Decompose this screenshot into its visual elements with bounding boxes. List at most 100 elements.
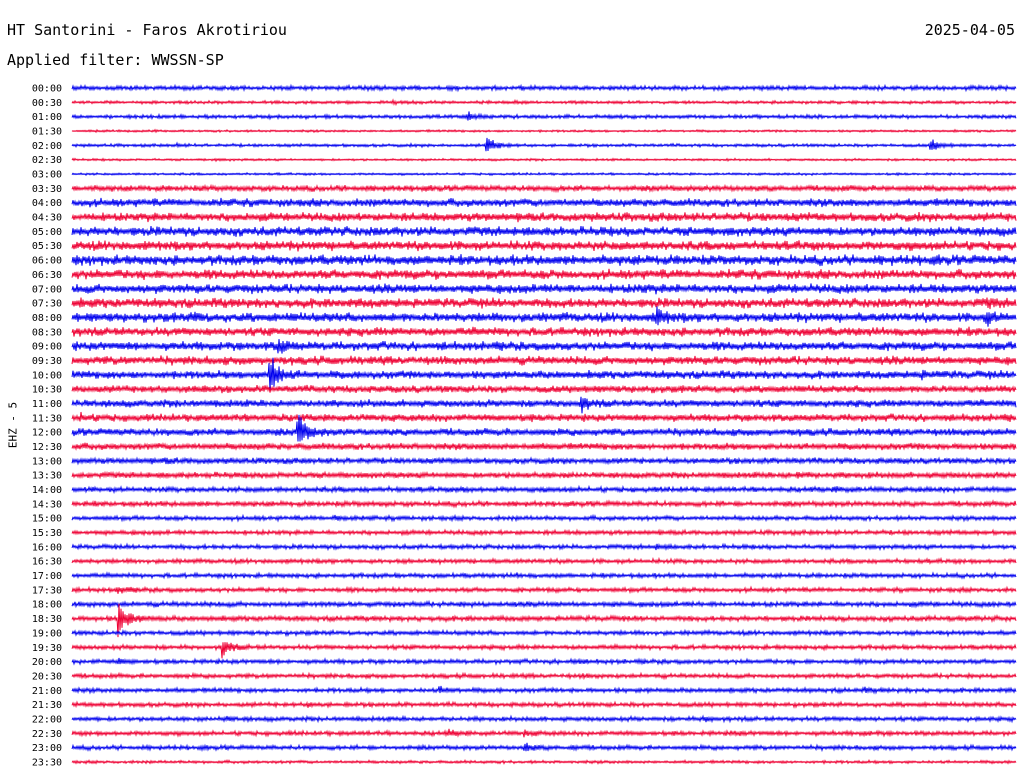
trace-line-0500: [71, 226, 1017, 237]
trace-line-0330: [71, 183, 1017, 194]
trace-line-1930: [71, 642, 1017, 659]
trace-line-2130: [71, 700, 1017, 710]
trace-line-1500: [71, 513, 1017, 523]
time-tick-label: 14:00: [32, 485, 62, 496]
trace-line-2300: [71, 742, 1017, 753]
trace-line-2230: [71, 728, 1017, 738]
time-tick-label: 15:30: [32, 528, 62, 539]
time-tick-label: 08:00: [32, 313, 62, 324]
filter-label: Applied filter: WWSSN-SP: [7, 51, 224, 69]
trace-line-1900: [71, 628, 1017, 638]
date-label: 2025-04-05: [924, 21, 1015, 39]
trace-line-0100: [71, 111, 1017, 121]
time-tick-label: 16:00: [32, 542, 62, 553]
trace-line-1530: [71, 528, 1017, 537]
time-tick-label: 05:30: [32, 241, 62, 252]
time-tick-label: 21:00: [32, 686, 62, 697]
station-title: HT Santorini - Faros Akrotiriou: [7, 21, 287, 39]
time-tick-label: 22:30: [32, 729, 62, 740]
time-tick-label: 04:00: [32, 198, 62, 209]
time-tick-label: 18:00: [32, 600, 62, 611]
time-tick-label: 04:30: [32, 213, 62, 224]
time-tick-label: 03:30: [32, 184, 62, 195]
trace-line-0130: [71, 128, 1017, 134]
time-tick-label: 19:00: [32, 628, 62, 639]
time-tick-label: 09:00: [32, 342, 62, 353]
time-tick-label: 02:30: [32, 155, 62, 166]
time-tick-label: 07:00: [32, 284, 62, 295]
time-tick-label: 13:30: [32, 471, 62, 482]
time-tick-label: 14:30: [32, 499, 62, 510]
time-tick-label: 09:30: [32, 356, 62, 367]
time-tick-label: 21:30: [32, 700, 62, 711]
trace-line-2200: [71, 714, 1017, 724]
time-tick-label: 22:00: [32, 714, 62, 725]
time-tick-label: 03:00: [32, 170, 62, 181]
trace-line-0300: [71, 171, 1017, 177]
trace-line-0700: [71, 283, 1017, 295]
trace-line-1200: [71, 414, 1017, 442]
time-tick-label: 02:00: [32, 141, 62, 152]
trace-line-0830: [71, 326, 1017, 337]
time-tick-label: 23:00: [32, 743, 62, 754]
trace-line-1830: [71, 603, 1017, 638]
time-tick-label: 17:00: [32, 571, 62, 582]
trace-line-0600: [71, 254, 1017, 267]
time-tick-label: 05:00: [32, 227, 62, 238]
trace-line-0000: [71, 83, 1017, 93]
trace-line-1700: [71, 571, 1017, 580]
time-tick-label: 12:30: [32, 442, 62, 453]
time-tick-label: 01:00: [32, 112, 62, 123]
trace-line-0530: [71, 240, 1017, 252]
trace-line-1400: [71, 484, 1017, 495]
time-tick-label: 17:30: [32, 585, 62, 596]
time-tick-label: 10:00: [32, 370, 62, 381]
time-tick-label: 18:30: [32, 614, 62, 625]
trace-line-2100: [71, 685, 1017, 695]
trace-line-0430: [71, 211, 1017, 223]
trace-line-1600: [71, 542, 1017, 552]
time-tick-label: 06:00: [32, 256, 62, 267]
trace-line-2330: [71, 758, 1017, 765]
time-tick-label: 01:30: [32, 127, 62, 138]
trace-line-1800: [71, 599, 1017, 609]
trace-line-1630: [71, 556, 1017, 566]
trace-line-2000: [71, 657, 1017, 666]
time-tick-label: 06:30: [32, 270, 62, 281]
trace-line-0800: [71, 306, 1017, 327]
trace-line-1300: [71, 456, 1017, 466]
time-tick-label: 20:00: [32, 657, 62, 668]
time-tick-label: 11:00: [32, 399, 62, 410]
time-tick-label: 00:00: [32, 84, 62, 95]
trace-line-0400: [71, 197, 1017, 208]
trace-line-1030: [71, 384, 1017, 394]
time-tick-label: 20:30: [32, 671, 62, 682]
trace-line-1730: [71, 585, 1017, 595]
time-tick-label: 13:00: [32, 456, 62, 467]
trace-line-1230: [71, 441, 1017, 452]
time-tick-label: 11:30: [32, 413, 62, 424]
time-tick-label: 08:30: [32, 327, 62, 338]
time-tick-label: 19:30: [32, 643, 62, 654]
trace-line-0630: [71, 268, 1017, 280]
time-tick-label: 15:00: [32, 514, 62, 525]
time-tick-label: 12:00: [32, 428, 62, 439]
trace-line-0030: [71, 98, 1017, 107]
time-tick-label: 00:30: [32, 98, 62, 109]
trace-line-1000: [71, 357, 1017, 392]
trace-line-1100: [71, 396, 1017, 414]
trace-line-0730: [71, 297, 1017, 310]
trace-line-1430: [71, 499, 1017, 509]
trace-line-2030: [71, 671, 1017, 681]
time-tick-label: 16:30: [32, 557, 62, 568]
time-tick-label: 23:30: [32, 757, 62, 768]
trace-line-0900: [71, 339, 1017, 354]
trace-line-0930: [71, 355, 1017, 366]
time-tick-label: 07:30: [32, 299, 62, 310]
trace-line-0200: [71, 137, 1017, 152]
trace-line-1330: [71, 470, 1017, 480]
trace-line-1130: [71, 411, 1017, 423]
time-tick-label: 10:30: [32, 385, 62, 396]
trace-line-0230: [71, 157, 1017, 163]
